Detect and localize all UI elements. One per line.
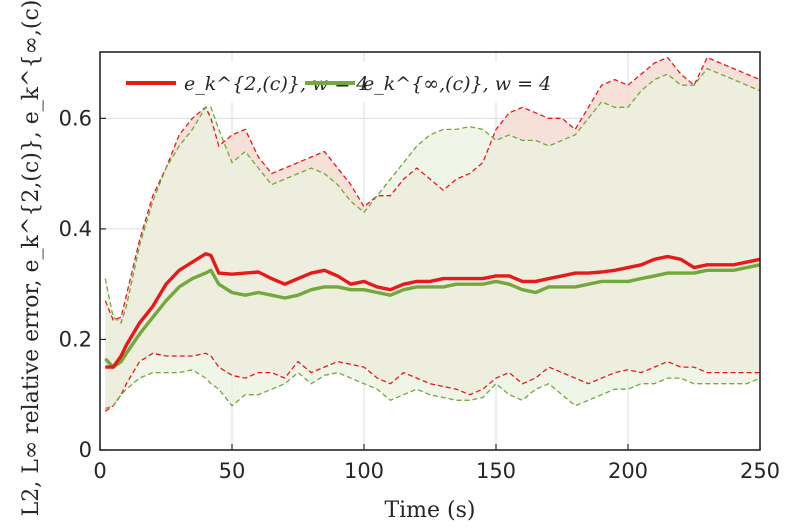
lower-bound-series-2 [105, 369, 761, 410]
x-axis: 0 50 100 150 200 250 [93, 444, 780, 483]
lower-bound-series-1 [104, 352, 760, 412]
x-tick-label-3: 150 [476, 459, 516, 483]
y-tick-label-0: 0 [79, 438, 92, 462]
x-tick-label-0: 0 [93, 459, 106, 483]
plot-frame [99, 51, 761, 451]
lines [104, 56, 761, 412]
x-tick-label-1: 50 [219, 459, 246, 483]
y-axis: 0 0.2 0.4 0.6 [59, 106, 106, 462]
x-tick-label-2: 100 [344, 459, 384, 483]
upper-bound-series-1 [104, 56, 761, 321]
legend: e_k^{2,(c)}, w = 4 e_k^{∞,(c)}, w = 4 [116, 62, 551, 102]
legend-label-series-2: e_k^{∞,(c)}, w = 4 [363, 73, 551, 95]
mean-line-series-2 [104, 263, 761, 369]
legend-label-series-1: e_k^{2,(c)}, w = 4 [184, 73, 368, 95]
bands [105, 57, 761, 412]
upper-bound-series-2 [104, 67, 761, 324]
mean-line-series-1 [105, 252, 761, 369]
x-axis-label: Time (s) [384, 498, 475, 523]
x-tick-label-5: 250 [740, 459, 780, 483]
x-tick-label-4: 200 [608, 459, 648, 483]
band-series-2 [105, 68, 761, 409]
y-tick-label-1: 0.2 [59, 327, 92, 351]
y-axis-label: L2, L∞ relative error, e_k^{2,(c)}, e_k^… [19, 0, 44, 516]
y-tick-label-3: 0.6 [59, 106, 92, 130]
y-tick-label-2: 0.4 [59, 217, 92, 241]
